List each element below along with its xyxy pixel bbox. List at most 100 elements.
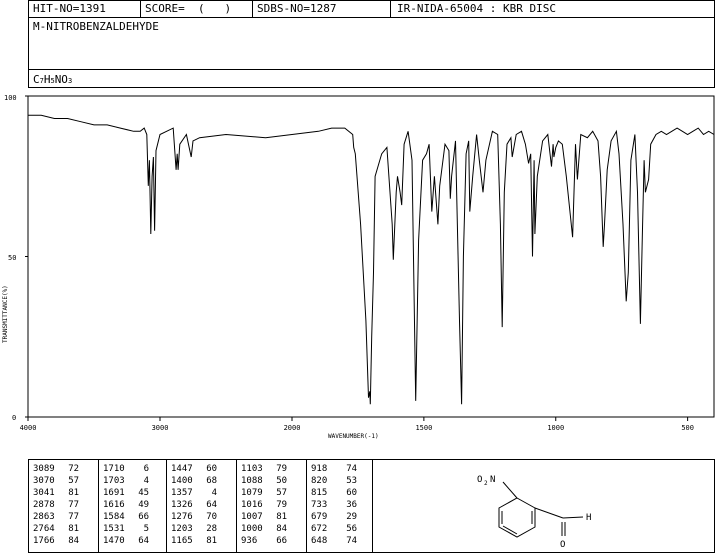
formula-o-count: 3	[67, 77, 73, 85]
benzene-ring	[498, 481, 584, 538]
nitro-o-label: O	[477, 475, 482, 485]
x-axis-label: WAVENUMBER(-1)	[328, 433, 379, 440]
formula-c: C	[33, 73, 40, 86]
x-tick-label-500: 500	[681, 424, 694, 432]
peak-wavenumber: 918	[311, 464, 328, 474]
sdbs-no-cell: SDBS-NO=1287	[253, 1, 391, 17]
peak-wavenumber: 3089	[33, 464, 55, 474]
peak-transmittance: 72	[68, 464, 80, 474]
hit-no-cell: HIT-NO=1391	[29, 1, 141, 17]
formula: C7H5NO3	[33, 74, 72, 87]
peak-col-4	[237, 460, 307, 553]
peak-col-3	[167, 460, 237, 553]
peak-transmittance: 64	[206, 500, 218, 510]
peak-table: 3089 72 1710 6 1447 60 1103 79 918 74 3070 57 1703 4 1…	[28, 459, 715, 553]
peak-wavenumber: 672	[311, 524, 328, 534]
peak-wavenumber: 1584	[103, 512, 125, 522]
peak-wavenumber: 2863	[33, 512, 55, 522]
peak-transmittance: 60	[346, 488, 358, 498]
peak-transmittance: 79	[276, 464, 288, 474]
y-tick-label-100: 100	[4, 94, 17, 102]
score-cell: SCORE= ( )	[141, 1, 253, 17]
sdbs-no: SDBS-NO=1287	[257, 2, 337, 15]
spectrum-line	[28, 114, 715, 405]
x-tick-labels: 4000 3000 2000 1500 1000 500	[20, 424, 694, 432]
peak-transmittance: 84	[276, 524, 288, 534]
structure-drawing: O 2 N H O	[477, 475, 591, 550]
x-tick-label-1000: 1000	[547, 424, 564, 432]
peak-transmittance: 36	[346, 500, 358, 510]
peak-transmittance: 84	[68, 536, 80, 546]
peak-transmittance: 45	[138, 488, 150, 498]
peak-transmittance: 66	[276, 536, 288, 546]
formula-h: H	[43, 73, 51, 86]
peak-wavenumber: 1470	[103, 536, 125, 546]
peak-wavenumber: 1357	[171, 488, 193, 498]
header-row: HIT-NO=1391 SCORE= ( ) SDBS-NO=1287 IR-N…	[28, 0, 715, 18]
ir-nida: IR-NIDA-65004 : KBR DISC	[397, 2, 556, 15]
peak-col-2	[99, 460, 167, 553]
axis-ticks	[25, 95, 689, 421]
peak-wavenumber: 1165	[171, 536, 193, 546]
peak-transmittance: 81	[276, 512, 288, 522]
formula-box: C7H5NO3	[28, 69, 715, 88]
peak-wavenumber: 936	[241, 536, 258, 546]
compound-name: M-NITROBENZALDEHYDE	[33, 20, 159, 33]
formula-c-count: 7	[39, 77, 44, 85]
x-tick-label-1500: 1500	[415, 424, 432, 432]
peak-transmittance: 60	[206, 464, 218, 474]
peak-col-5	[307, 460, 373, 553]
x-tick-label-3000: 3000	[152, 424, 169, 432]
peak-wavenumber: 1326	[171, 500, 193, 510]
peak-wavenumber: 2878	[33, 500, 55, 510]
peak-transmittance: 74	[346, 464, 358, 474]
peak-transmittance: 4	[211, 488, 218, 498]
compound-name-box: M-NITROBENZALDEHYDE	[28, 17, 715, 70]
peak-transmittance: 81	[206, 536, 218, 546]
peak-wavenumber: 1079	[241, 488, 263, 498]
y-axis-label: TRANSMITTANCE(%)	[2, 285, 9, 343]
peak-transmittance: 50	[276, 476, 288, 486]
peak-col-1	[29, 460, 99, 553]
formula-no: NO	[54, 73, 68, 86]
y-tick-label-0: 0	[12, 414, 16, 422]
nitro-n-label: N	[490, 475, 495, 485]
peak-transmittance: 77	[68, 500, 80, 510]
peak-wavenumber: 1088	[241, 476, 263, 486]
peak-wavenumber: 1016	[241, 500, 263, 510]
peak-transmittance: 29	[346, 512, 358, 522]
aldehyde-o-label: O	[560, 540, 565, 550]
peak-transmittance: 56	[346, 524, 358, 534]
nitro-subscript: 2	[484, 480, 488, 487]
peak-transmittance: 4	[143, 476, 150, 486]
peak-wavenumber: 1766	[33, 536, 55, 546]
peak-wavenumber: 1000	[241, 524, 263, 534]
peak-transmittance: 68	[206, 476, 218, 486]
peak-transmittance: 77	[68, 512, 80, 522]
peak-wavenumber: 820	[311, 476, 328, 486]
peak-transmittance: 64	[138, 536, 150, 546]
peak-wavenumber: 815	[311, 488, 328, 498]
peak-wavenumber: 1400	[171, 476, 193, 486]
ir-spectrum-chart: 100 50 0 TRANSMITTANCE(%) WAVENUMBER(-1)…	[2, 94, 715, 440]
peak-wavenumber: 1203	[171, 524, 193, 534]
aldehyde-h-label: H	[586, 513, 591, 523]
peak-wavenumber: 1710	[103, 464, 125, 474]
peak-transmittance: 66	[138, 512, 150, 522]
peak-wavenumber: 1103	[241, 464, 263, 474]
peak-wavenumber: 1691	[103, 488, 125, 498]
peak-wavenumber: 1447	[171, 464, 193, 474]
peak-transmittance: 6	[143, 464, 150, 474]
peak-wavenumber: 1276	[171, 512, 193, 522]
peak-transmittance: 57	[276, 488, 288, 498]
peak-transmittance: 49	[138, 500, 150, 510]
peak-wavenumber: 3070	[33, 476, 55, 486]
hit-no: HIT-NO=1391	[33, 2, 106, 15]
peak-transmittance: 81	[68, 488, 80, 498]
x-tick-label-2000: 2000	[284, 424, 301, 432]
score: SCORE= ( )	[145, 2, 232, 15]
peak-wavenumber: 1616	[103, 500, 125, 510]
peak-transmittance: 81	[68, 524, 80, 534]
peak-wavenumber: 1703	[103, 476, 125, 486]
peak-transmittance: 57	[68, 476, 80, 486]
